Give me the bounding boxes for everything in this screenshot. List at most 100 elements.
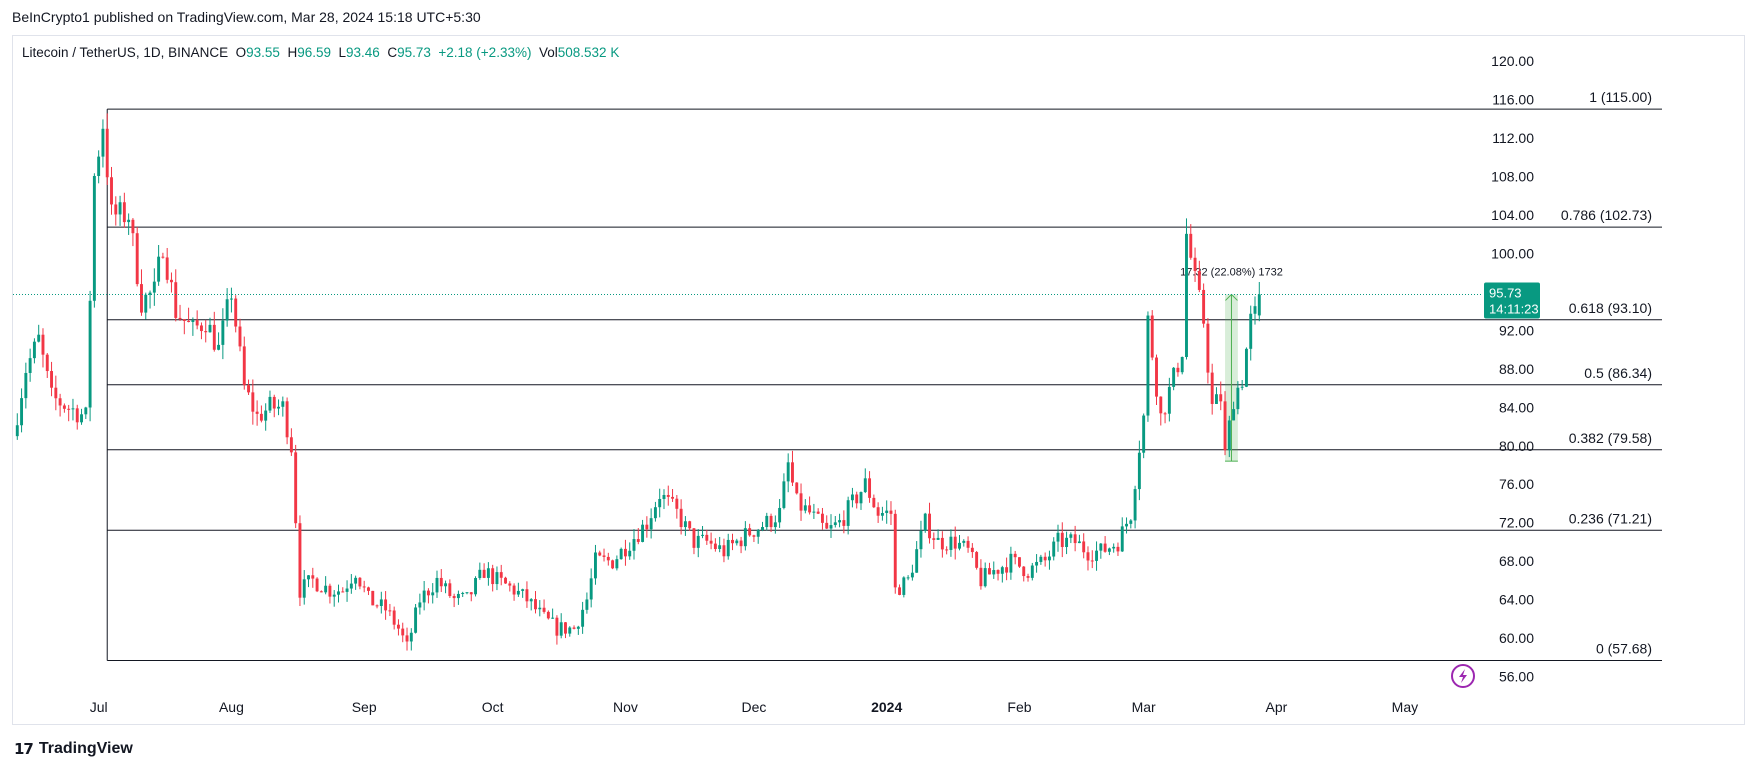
candle-body <box>846 500 850 526</box>
candle-body <box>486 568 490 578</box>
candle-body <box>255 411 259 414</box>
tradingview-footer[interactable]: 𝟭𝟳 TradingView <box>14 740 133 758</box>
lightning-bolt-icon <box>1459 669 1467 683</box>
candle-body <box>1026 576 1030 578</box>
y-tick-label: 88.00 <box>1499 361 1534 377</box>
candle-body <box>110 177 113 205</box>
x-tick-label: May <box>1392 699 1418 715</box>
candle-body <box>902 577 906 595</box>
candle-body <box>495 572 499 585</box>
candle-body <box>414 607 418 633</box>
candle-body <box>238 326 242 347</box>
candle-body <box>701 534 704 536</box>
candle-body <box>876 507 880 516</box>
candle-body <box>829 525 833 529</box>
candle-body <box>966 540 970 548</box>
candle-body <box>996 570 1000 574</box>
candle-body <box>1210 372 1214 404</box>
candle-body <box>1172 367 1176 387</box>
candle-body <box>1227 420 1231 451</box>
candle-body <box>923 513 927 531</box>
candle-body <box>379 599 383 606</box>
candle-body <box>229 298 233 300</box>
tradingview-brand: TradingView <box>38 740 133 757</box>
candle-body <box>1082 541 1086 553</box>
candle-body <box>1022 566 1026 577</box>
candle-body <box>97 156 101 176</box>
candle-body <box>636 539 640 542</box>
candle-body <box>683 521 687 528</box>
candle-body <box>1232 409 1236 421</box>
fib-level-label: 0.382 (79.58) <box>1569 430 1652 446</box>
candle-body <box>958 542 961 549</box>
fib-level-label: 0.236 (71.21) <box>1569 510 1652 526</box>
candle-body <box>178 317 182 320</box>
candle-body <box>872 497 876 508</box>
candle-body <box>28 358 32 373</box>
candle-body <box>915 549 919 573</box>
candle-body <box>576 626 580 629</box>
candle-body <box>144 294 148 313</box>
candle-body <box>945 549 949 551</box>
candle-body <box>791 462 794 483</box>
candle-body <box>816 511 820 514</box>
candle-body <box>988 568 991 575</box>
candle-body <box>1125 523 1128 527</box>
candle-body <box>140 284 143 313</box>
y-tick-label: 84.00 <box>1499 399 1534 415</box>
candle-body <box>311 575 315 579</box>
candle-body <box>850 494 854 501</box>
y-tick-label: 92.00 <box>1499 322 1534 338</box>
candle-body <box>114 204 118 215</box>
candle-body <box>319 591 323 593</box>
x-tick-label: 2024 <box>871 699 902 715</box>
x-tick-label: Feb <box>1007 699 1031 715</box>
x-tick-label: Mar <box>1132 699 1156 715</box>
candle-body <box>474 578 477 595</box>
candle-body <box>628 550 632 557</box>
candle-body <box>152 281 156 293</box>
candle-body <box>546 611 550 619</box>
candle-body <box>337 591 340 595</box>
candle-body <box>105 128 109 178</box>
candle-body <box>1189 233 1193 258</box>
candle-body <box>1116 546 1120 552</box>
fib-level-label: 1 (115.00) <box>1589 89 1652 105</box>
candle-body <box>564 622 567 634</box>
candle-body <box>157 256 161 282</box>
publisher-header: BeInCrypto1 published on TradingView.com… <box>12 9 481 25</box>
candle-body <box>50 371 54 388</box>
candle-body <box>1005 567 1009 573</box>
candle-body <box>54 387 58 399</box>
candle-body <box>504 577 507 584</box>
candle-body <box>461 592 465 594</box>
y-tick-label: 104.00 <box>1491 207 1534 223</box>
candle-body <box>803 505 807 511</box>
candle-body <box>932 538 936 540</box>
candle-body <box>568 627 572 634</box>
chart-frame <box>12 35 1745 725</box>
candle-body <box>1240 386 1244 388</box>
candle-body <box>1257 294 1261 316</box>
candle-body <box>880 513 884 516</box>
candle-body <box>542 607 546 612</box>
candle-body <box>204 331 208 333</box>
candle-body <box>838 520 842 523</box>
candle-body <box>409 632 413 642</box>
candle-body <box>405 635 409 642</box>
close-label: C <box>387 45 398 60</box>
candle-body <box>1137 452 1141 490</box>
candle-body <box>71 408 75 410</box>
measure-label: 17.32 (22.08%) 1732 <box>1180 266 1283 278</box>
candle-body <box>1236 387 1240 410</box>
candle-body <box>131 219 135 234</box>
candle-body <box>1163 413 1167 415</box>
candle-body <box>24 372 28 399</box>
y-tick-label: 116.00 <box>1492 91 1534 107</box>
candle-body <box>1120 526 1124 552</box>
candle-body <box>658 498 662 508</box>
candle-body <box>666 494 670 497</box>
fib-level-label: 0.786 (102.73) <box>1561 207 1652 223</box>
x-tick-label: Oct <box>482 699 504 715</box>
